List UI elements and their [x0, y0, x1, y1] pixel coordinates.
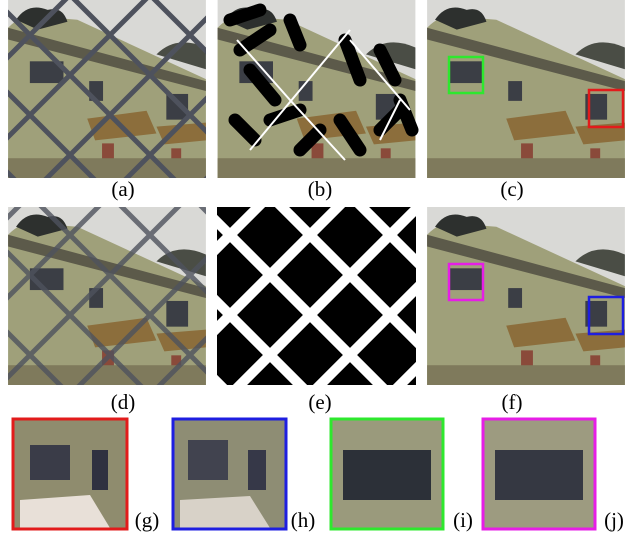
panel-label: (g) [135, 508, 160, 532]
panel-label: (h) [291, 508, 316, 532]
panel-label: (e) [308, 390, 331, 414]
crop-j [483, 419, 595, 529]
image-f [427, 207, 625, 385]
crop-h [173, 419, 286, 529]
image-d [8, 207, 206, 385]
panel-label: (i) [453, 508, 473, 532]
panel-label: (c) [500, 177, 523, 201]
image-a [8, 0, 206, 178]
crop-g [13, 419, 127, 529]
panel-label: (a) [111, 177, 134, 201]
image-c [427, 0, 625, 178]
image-e [217, 207, 416, 385]
image-b [218, 0, 416, 178]
panel-label: (d) [111, 390, 136, 414]
figure: (a) (b) (c) (d) (e) (f) (g) (h) (i) [0, 0, 632, 539]
panel-label: (b) [308, 177, 333, 201]
crop-i [331, 419, 443, 529]
panel-label: (f) [502, 390, 523, 414]
panel-label: (j) [604, 508, 624, 532]
